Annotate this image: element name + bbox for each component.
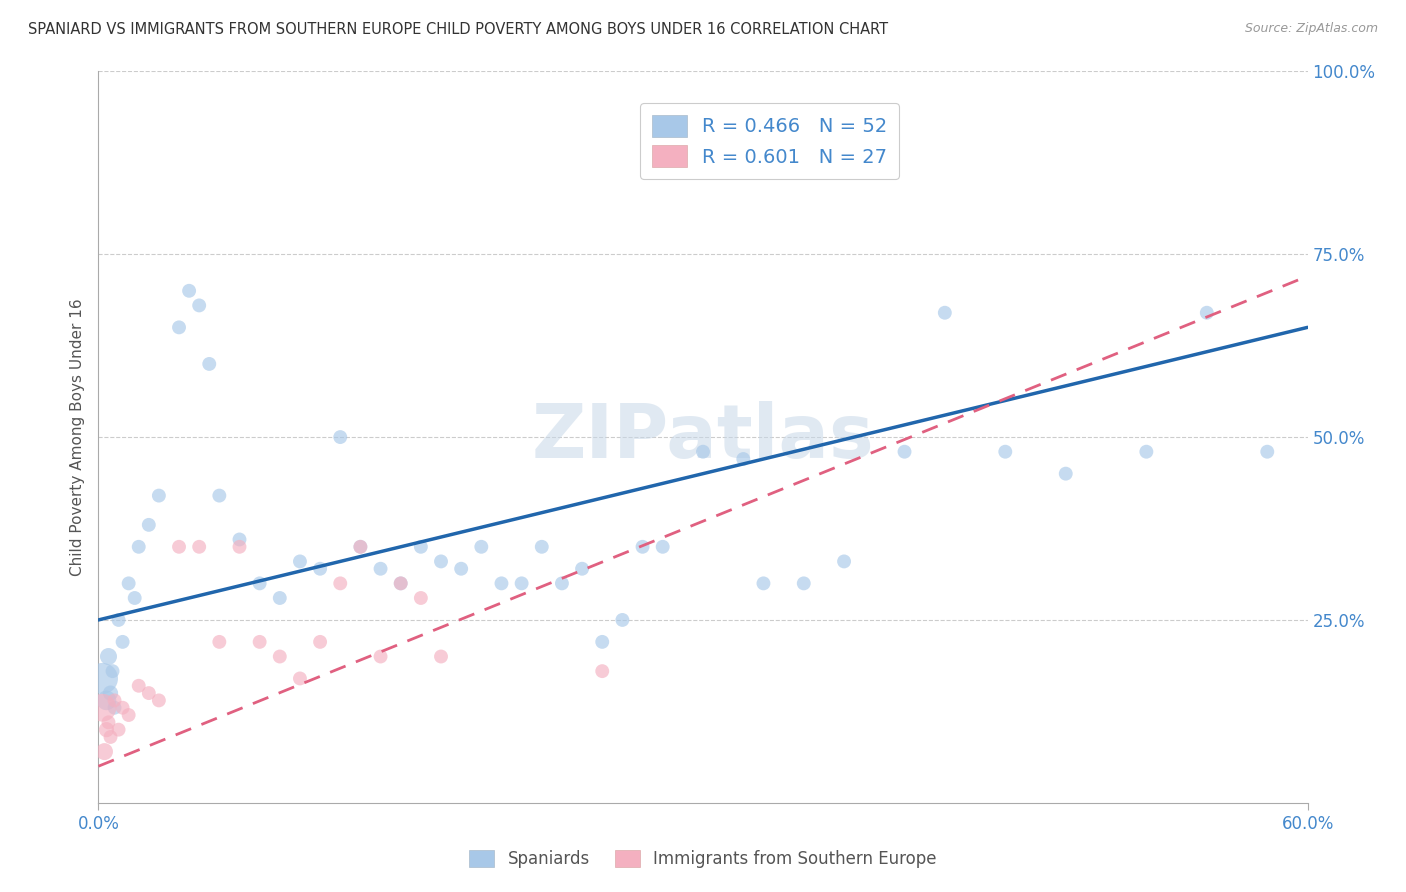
Point: [249, 576, 271, 591]
Point: [329, 430, 352, 444]
Point: [994, 444, 1017, 458]
Point: [107, 723, 129, 737]
Point: [1256, 444, 1278, 458]
Text: Source: ZipAtlas.com: Source: ZipAtlas.com: [1244, 22, 1378, 36]
Point: [188, 298, 211, 312]
Point: [893, 444, 915, 458]
Point: [188, 540, 211, 554]
Point: [551, 576, 574, 591]
Point: [793, 576, 815, 591]
Point: [612, 613, 634, 627]
Point: [138, 517, 160, 532]
Point: [329, 576, 352, 591]
Point: [934, 306, 956, 320]
Point: [179, 284, 201, 298]
Point: [1195, 306, 1218, 320]
Point: [111, 700, 134, 714]
Text: ZIPatlas: ZIPatlas: [531, 401, 875, 474]
Point: [96, 693, 118, 707]
Point: [103, 700, 125, 714]
Point: [288, 554, 311, 568]
Point: [370, 649, 392, 664]
Point: [269, 649, 291, 664]
Point: [101, 664, 124, 678]
Point: [208, 489, 231, 503]
Point: [148, 693, 170, 707]
Point: [124, 591, 146, 605]
Point: [752, 576, 775, 591]
Point: [450, 562, 472, 576]
Point: [228, 540, 250, 554]
Point: [349, 540, 371, 554]
Point: [138, 686, 160, 700]
Point: [228, 533, 250, 547]
Point: [631, 540, 654, 554]
Point: [100, 686, 122, 700]
Point: [167, 540, 190, 554]
Point: [389, 576, 412, 591]
Point: [111, 635, 134, 649]
Point: [103, 693, 125, 707]
Point: [309, 562, 332, 576]
Point: [91, 700, 114, 714]
Point: [591, 664, 613, 678]
Point: [1135, 444, 1157, 458]
Point: [128, 540, 150, 554]
Point: [288, 672, 311, 686]
Point: [491, 576, 513, 591]
Point: [370, 562, 392, 576]
Point: [651, 540, 673, 554]
Point: [118, 576, 141, 591]
Point: [96, 723, 118, 737]
Point: [591, 635, 613, 649]
Point: [97, 649, 120, 664]
Text: SPANIARD VS IMMIGRANTS FROM SOUTHERN EUROPE CHILD POVERTY AMONG BOYS UNDER 16 CO: SPANIARD VS IMMIGRANTS FROM SOUTHERN EUR…: [28, 22, 889, 37]
Point: [208, 635, 231, 649]
Legend: Spaniards, Immigrants from Southern Europe: Spaniards, Immigrants from Southern Euro…: [463, 843, 943, 875]
Y-axis label: Child Poverty Among Boys Under 16: Child Poverty Among Boys Under 16: [69, 298, 84, 576]
Point: [118, 708, 141, 723]
Point: [430, 554, 453, 568]
Point: [91, 672, 114, 686]
Point: [571, 562, 593, 576]
Point: [832, 554, 855, 568]
Point: [249, 635, 271, 649]
Point: [389, 576, 412, 591]
Point: [107, 613, 129, 627]
Point: [198, 357, 221, 371]
Point: [100, 730, 122, 744]
Point: [409, 591, 432, 605]
Point: [409, 540, 432, 554]
Point: [93, 745, 115, 759]
Point: [470, 540, 492, 554]
Point: [430, 649, 453, 664]
Point: [733, 452, 755, 467]
Point: [128, 679, 150, 693]
Point: [530, 540, 553, 554]
Point: [349, 540, 371, 554]
Point: [269, 591, 291, 605]
Point: [97, 715, 120, 730]
Legend: R = 0.466   N = 52, R = 0.601   N = 27: R = 0.466 N = 52, R = 0.601 N = 27: [640, 103, 900, 179]
Point: [692, 444, 714, 458]
Point: [1054, 467, 1077, 481]
Point: [309, 635, 332, 649]
Point: [148, 489, 170, 503]
Point: [510, 576, 533, 591]
Point: [167, 320, 190, 334]
